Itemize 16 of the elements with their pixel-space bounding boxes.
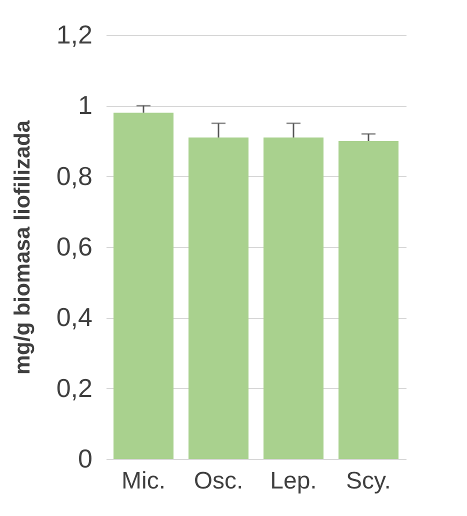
y-tick-label: 0,2 (56, 372, 92, 403)
y-tick-label: 0,6 (56, 232, 92, 262)
bar (338, 141, 398, 459)
y-tick-label: 0,4 (56, 302, 92, 332)
x-tick-label: Osc. (194, 468, 244, 494)
x-tick-label: Scy. (346, 468, 391, 494)
bar (114, 112, 174, 459)
y-tick-label: 0 (78, 444, 92, 474)
bar (188, 137, 248, 459)
y-axis-title: mg/g biomasa liofilizada (9, 120, 34, 375)
y-tick-label: 0,8 (56, 160, 92, 191)
y-tick-label: 1,2 (56, 20, 92, 50)
x-tick-label: Lep. (270, 468, 317, 494)
y-tick-label: 1 (78, 90, 92, 120)
bar (264, 137, 324, 459)
x-tick-label: Mic. (122, 468, 166, 494)
